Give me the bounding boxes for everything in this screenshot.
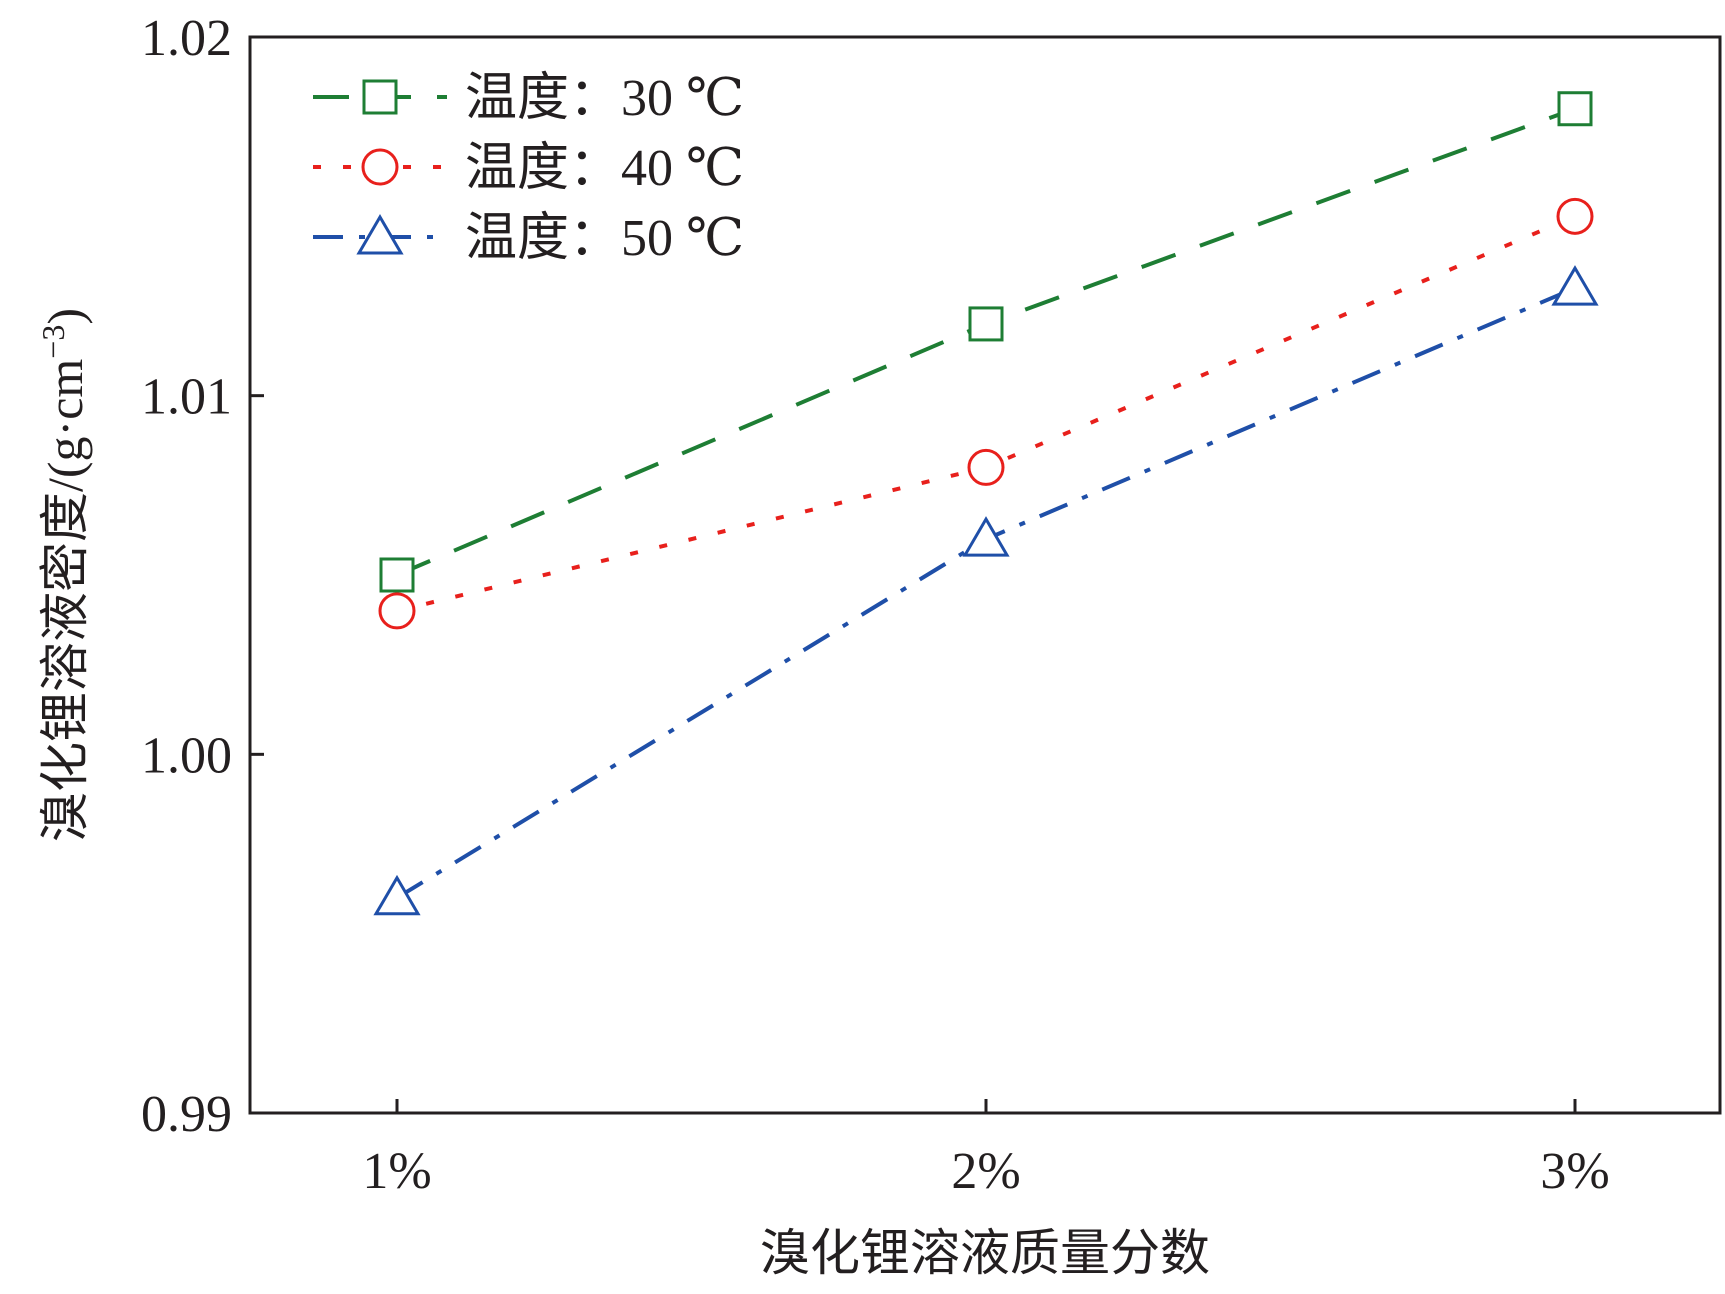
x-axis-label: 溴化锂溶液质量分数 xyxy=(760,1225,1210,1281)
y-axis-label-main: 溴化锂溶液密度/(g·cm xyxy=(37,359,93,842)
data-point xyxy=(962,516,1010,557)
legend-label: 温度：50 ℃ xyxy=(465,210,744,267)
y-tick-label: 1.00 xyxy=(141,727,232,784)
x-tick-label: 2% xyxy=(951,1143,1020,1200)
data-point xyxy=(379,557,415,593)
legend-marker xyxy=(362,79,398,115)
legend-marker xyxy=(356,214,404,255)
legend-label: 温度：30 ℃ xyxy=(465,70,744,127)
y-axis-label-close: ) xyxy=(37,308,93,325)
series-line xyxy=(395,286,1576,900)
plot-frame xyxy=(248,35,1722,1115)
series-layer xyxy=(373,91,1599,916)
y-tick-label: 0.99 xyxy=(141,1086,232,1143)
data-point xyxy=(378,592,416,630)
legend-marker xyxy=(361,148,399,186)
data-point xyxy=(1556,197,1594,235)
data-point xyxy=(968,306,1004,342)
data-point xyxy=(373,874,421,916)
x-tick-label: 1% xyxy=(362,1143,431,1200)
y-tick-label: 1.01 xyxy=(141,369,232,426)
x-axis-ticks: 1% 2% 3% xyxy=(362,1099,1610,1200)
y-axis-label-superscript: −3 xyxy=(35,325,71,359)
y-tick-label: 1.02 xyxy=(141,10,232,67)
y-axis-label: 溴化锂溶液密度/(g·cm−3) xyxy=(35,308,93,842)
legend: 温度：30 ℃ 温度：40 ℃ 温度：50 ℃ xyxy=(313,70,744,267)
y-axis-ticks: 0.99 1.00 1.01 1.02 xyxy=(141,10,264,1143)
data-point xyxy=(1551,265,1599,306)
legend-label: 温度：40 ℃ xyxy=(465,140,744,197)
data-point xyxy=(967,448,1005,486)
data-point xyxy=(1557,91,1593,127)
x-tick-label: 3% xyxy=(1540,1143,1609,1200)
